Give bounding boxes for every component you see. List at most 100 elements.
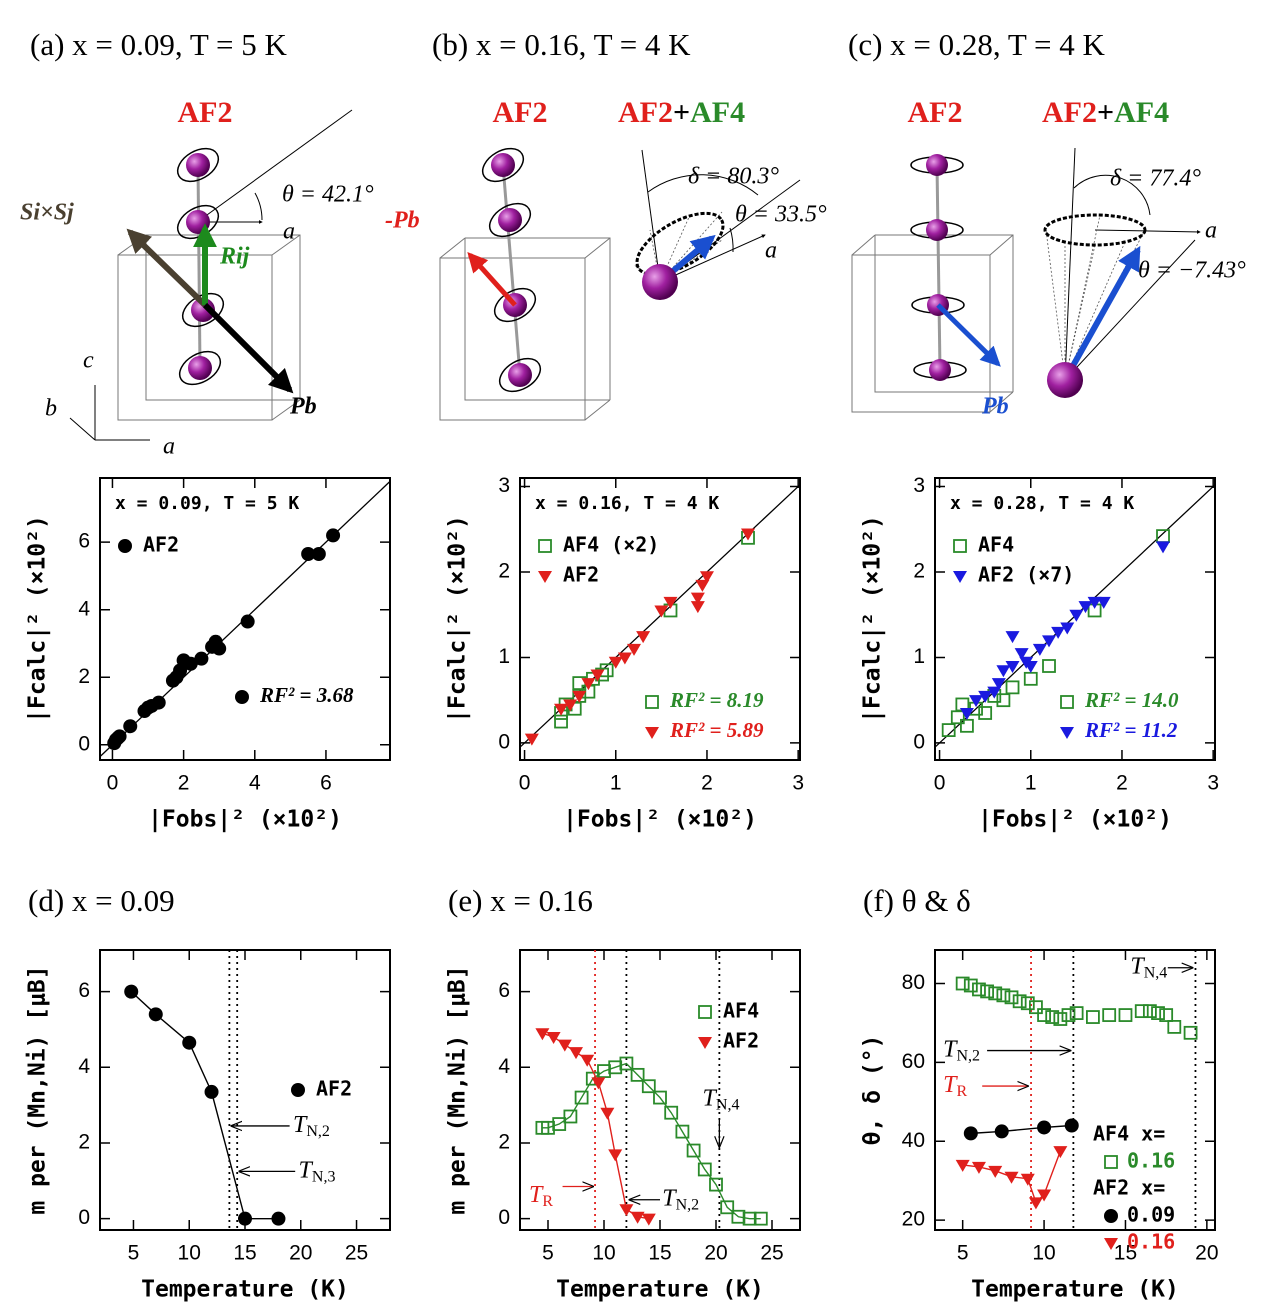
x-tick-label: 0 [519,772,531,795]
x-tick-label: 0 [934,772,946,795]
data-point [1156,541,1171,554]
data-point [569,1047,583,1060]
x-tick-label: 5 [542,1242,554,1265]
data-point [1020,996,1035,1011]
data-point [1023,671,1038,686]
marker-label-symbol: T [943,1036,958,1062]
data-point [552,1117,567,1131]
label: -Pb [385,208,420,234]
data-point [546,1032,561,1045]
data-point [996,665,1011,678]
data-point [608,656,623,669]
data-point [969,695,984,708]
data-point [194,651,209,666]
data-point [1060,622,1075,635]
data-point [1004,990,1019,1005]
data-point [557,1039,572,1052]
data-point [641,1079,656,1094]
ref-line [199,109,353,221]
data-point [182,1035,197,1050]
x-tick-label: 15 [1114,1242,1137,1265]
panel-title: (b) x = 0.16, T = 4 K [432,27,691,62]
data-point [996,988,1011,1003]
x-tick-label: 20 [289,1242,312,1265]
data-point [563,1109,578,1124]
y-tick-label: 1 [913,645,925,668]
data-point [1142,1004,1157,1019]
legend-label: AF2 [316,1077,352,1101]
legend-marker [538,571,552,583]
label: δ = 77.4° [1110,166,1201,192]
data-point [271,1211,286,1226]
data-point [1156,529,1170,544]
data-point [1096,596,1111,609]
legend-marker [291,1083,305,1097]
legend-label: AF2 [143,533,179,557]
data-point [980,984,994,999]
ref-line [641,149,661,283]
data-point [238,1211,252,1226]
legend-label: AF2 [563,563,599,587]
data-point [124,984,139,999]
arrow [936,303,1001,367]
data-point [311,546,326,561]
data-point [996,693,1011,708]
data-point [991,678,1006,691]
x-tick-label: 15 [648,1242,671,1265]
label: Rij [219,244,250,270]
axes-triad [69,385,150,441]
angle-arc [729,227,734,253]
label: AF2 [908,96,963,129]
panel-title: (a) x = 0.09, T = 5 K [30,27,287,62]
marker-label-symbol: T [1130,953,1145,979]
y-tick-label: 4 [78,597,90,620]
arrow [1062,245,1141,382]
data-point [554,714,568,729]
label: a [765,238,777,264]
rf-label: RF² = 8.19 [669,688,764,712]
diagram-b: (b) x = 0.16, T = 4 K AF2 AF2+AF4 -Pb δ … [385,27,827,421]
data-point [630,1067,645,1082]
data-point [1032,643,1047,656]
y-tick-label: 3 [498,474,510,497]
x-axis-label: Temperature (K) [556,1277,764,1303]
data-point [1051,626,1066,639]
data-point [963,1126,978,1141]
data-point [709,1177,723,1192]
angle-arc [647,174,759,196]
cell [851,234,1014,413]
data-point [753,1211,768,1226]
data-point [955,1159,970,1172]
data-point [697,1162,712,1177]
atom [1047,362,1083,398]
data-point [627,643,642,656]
y-axis-label: |Fcalc|² (×10²) [445,515,471,723]
arrow [467,252,517,307]
label: θ = −7.43° [1138,258,1246,284]
x-axis-label: |Fobs|² (×10²) [148,807,342,833]
marker-label: TR [529,1181,553,1209]
data-point [955,976,970,991]
legend-label: AF4 [978,533,1014,557]
y-tick-label: 0 [913,730,925,753]
series-line [970,1124,1072,1135]
data-point [1042,635,1057,648]
data-point [212,641,227,656]
chart: 5 10 15 20 25 0 2 4 6 Temperature (K) m per (Mn,Ni… [445,883,801,1303]
data-point [720,1200,735,1215]
data-point [1087,596,1102,609]
x-tick-label: 2 [701,772,713,795]
data-point [524,733,539,746]
data-point [1037,1008,1051,1022]
angle-arc [254,192,263,221]
data-point [971,1161,986,1174]
y-tick-label: 2 [498,560,510,583]
y-tick-label: 0 [498,1206,510,1229]
rf-marker [1060,727,1074,739]
series-line [542,1062,761,1220]
data-point [663,596,678,609]
data-point [675,1124,690,1139]
chart: 5 10 15 20 20 40 60 80 Temperature (K) θ, δ (°) (f… [860,883,1219,1302]
data-point [630,1211,645,1224]
data-point [972,982,986,997]
